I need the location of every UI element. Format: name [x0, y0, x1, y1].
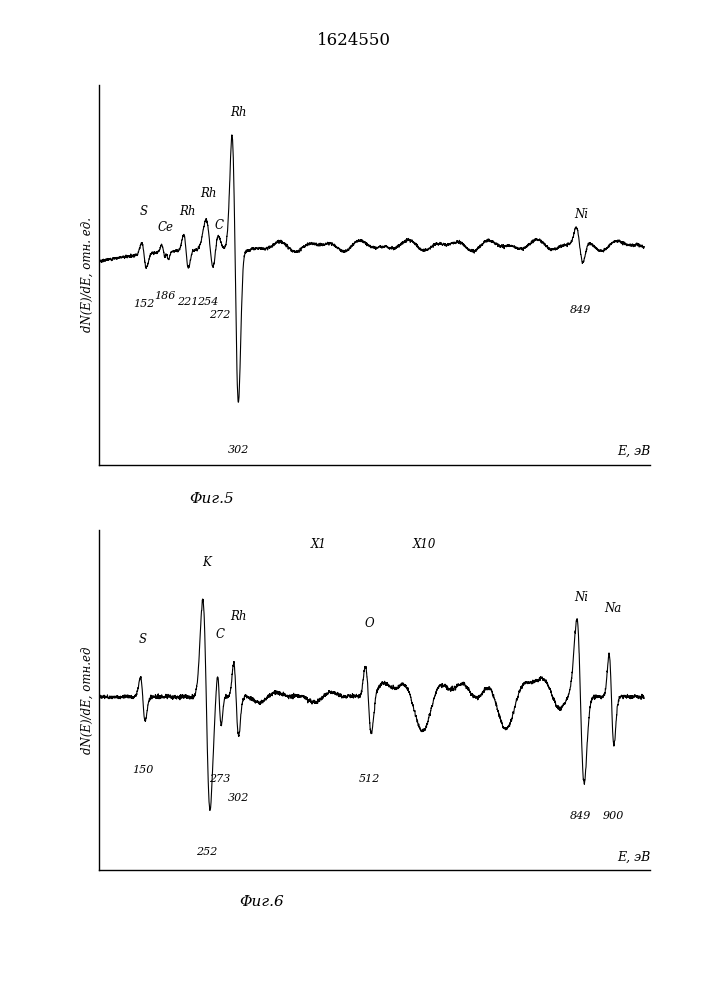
Text: 1624550: 1624550 [317, 32, 390, 49]
Text: Rh: Rh [230, 106, 246, 119]
Text: Φиг.6: Φиг.6 [239, 895, 284, 909]
Text: 254: 254 [197, 297, 218, 307]
Text: 302: 302 [228, 793, 249, 803]
Text: Rh: Rh [200, 187, 216, 200]
Text: C: C [216, 628, 224, 641]
Text: Ce: Ce [158, 221, 173, 234]
Y-axis label: dN(E)/dE, отн. ед.: dN(E)/dE, отн. ед. [81, 218, 93, 332]
Text: E, эВ: E, эВ [617, 851, 650, 864]
Text: X1: X1 [310, 538, 326, 551]
Text: S: S [140, 205, 148, 218]
Text: Rh: Rh [230, 610, 246, 623]
Text: Ni: Ni [574, 591, 588, 604]
Text: Ni: Ni [574, 208, 588, 221]
Text: C: C [215, 219, 224, 232]
Text: 252: 252 [196, 847, 218, 857]
Text: 152: 152 [134, 299, 155, 309]
Text: Na: Na [604, 602, 621, 615]
Y-axis label: dN(E)/dE, отн.ед: dN(E)/dE, отн.ед [81, 646, 93, 754]
Text: 186: 186 [155, 291, 176, 301]
Text: 272: 272 [209, 310, 230, 320]
Text: O: O [365, 617, 375, 630]
Text: Rh: Rh [179, 205, 196, 218]
Text: X10: X10 [413, 538, 436, 551]
Text: 849: 849 [570, 305, 592, 315]
Text: 221: 221 [177, 297, 198, 307]
Text: 900: 900 [602, 811, 624, 821]
Text: K: K [202, 556, 211, 569]
Text: 273: 273 [209, 774, 230, 784]
Text: S: S [139, 633, 147, 646]
Text: Φиг.5: Φиг.5 [189, 492, 235, 506]
Text: 150: 150 [132, 765, 153, 775]
Text: 512: 512 [359, 774, 380, 784]
Text: 849: 849 [570, 811, 592, 821]
Text: E, эВ: E, эВ [617, 445, 650, 458]
Text: 302: 302 [228, 445, 249, 455]
